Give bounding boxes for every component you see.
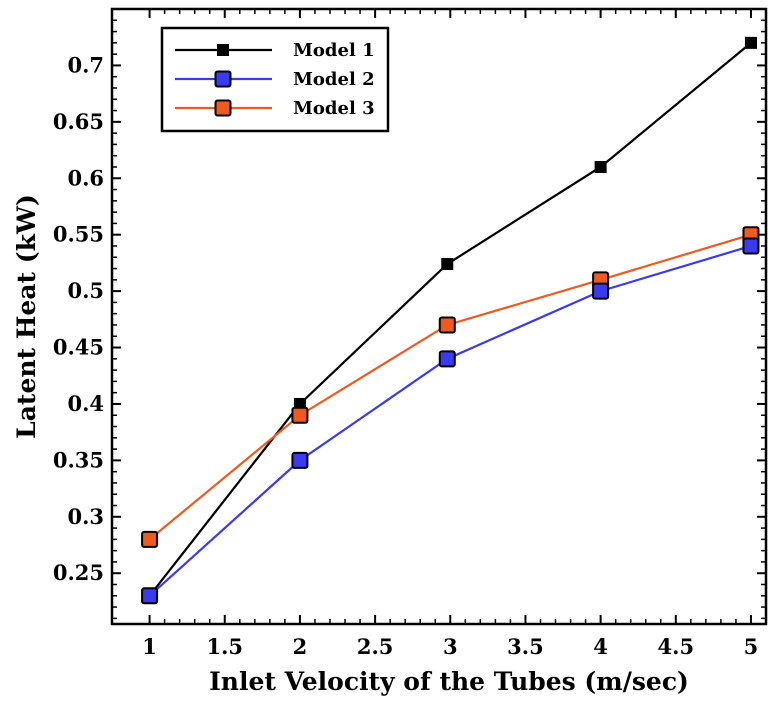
legend-label: Model 3 [293,98,375,119]
y-tick-label: 0.65 [53,109,104,134]
x-axis-title: Inlet Velocity of the Tubes (m/sec) [209,667,689,696]
y-tick-label: 0.45 [53,335,104,360]
legend: Model 1 Model 2 Model 3 [160,26,390,133]
y-tick-label: 0.7 [67,52,104,77]
data-point-marker [441,258,454,271]
data-point-marker [141,587,159,605]
x-tick-label: 3 [443,634,458,659]
data-point-marker [438,350,456,368]
y-tick-label: 0.25 [53,560,104,585]
series-line [148,233,752,541]
series-line [148,244,752,597]
data-point-marker [438,316,456,334]
data-point-marker [141,530,159,548]
x-tick-label: 5 [744,634,759,659]
series-model-2 [141,237,760,605]
data-point-marker [291,451,309,469]
legend-label: Model 2 [293,69,375,90]
data-point-marker [594,160,607,173]
legend-entry: Model 1 [175,40,375,61]
legend-marker [214,70,232,88]
series-layer [141,36,760,605]
x-tick-labels: 1 1.5 2 2.5 3 3.5 4 4.5 5 [142,634,758,659]
y-axis-title: Latent Heat (kW) [12,194,41,439]
x-tick-label: 1.5 [206,634,243,659]
x-tick-label: 4.5 [658,634,695,659]
x-tick-label: 3.5 [507,634,544,659]
y-tick-label: 0.3 [67,504,104,529]
legend-entry: Model 3 [175,98,375,119]
legend-marker [214,99,232,117]
data-point-marker [592,282,610,300]
data-point-marker [742,237,760,255]
legend-label: Model 1 [293,40,375,61]
x-tick-label: 2 [293,634,308,659]
y-tick-labels: 0.25 0.3 0.35 0.4 0.45 0.5 0.55 0.6 0.65 0.7 [53,52,104,585]
x-tick-label: 4 [593,634,608,659]
x-tick-label: 2.5 [357,634,394,659]
series-model-3 [141,226,760,548]
legend-marker [217,44,229,56]
y-tick-label: 0.4 [67,391,104,416]
y-tick-label: 0.35 [53,447,104,472]
x-tick-label: 1 [142,634,157,659]
plot-frame [110,7,768,626]
legend-entry: Model 2 [175,69,375,90]
data-point-marker [291,406,309,424]
data-point-marker [744,36,757,49]
y-tick-label: 0.6 [67,165,104,190]
y-tick-label: 0.55 [53,222,104,247]
series-model-1 [143,36,757,602]
y-tick-label: 0.5 [67,278,104,303]
